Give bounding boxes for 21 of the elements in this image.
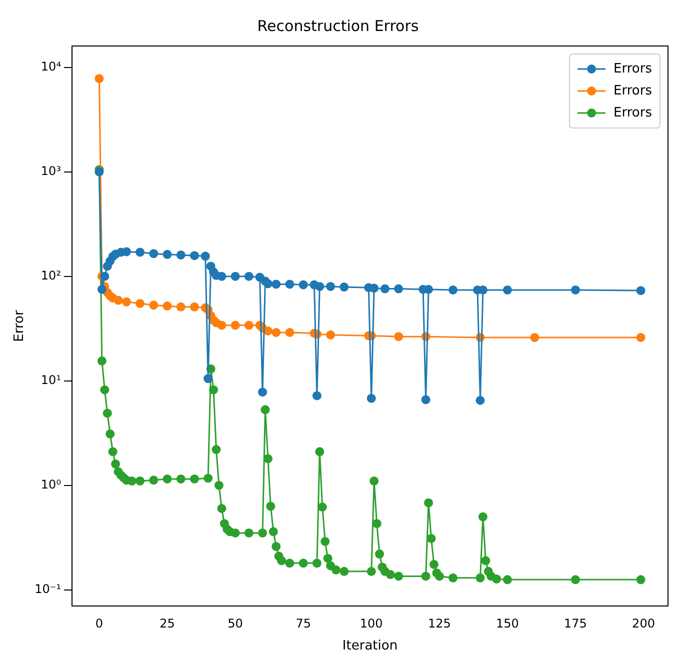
y-tick-label: 10⁻¹ bbox=[34, 582, 62, 596]
x-tick-label: 150 bbox=[496, 616, 519, 630]
y-axis-title: Error bbox=[12, 310, 28, 342]
y-tick-label: 10³ bbox=[40, 164, 62, 178]
x-tick-label: 50 bbox=[228, 616, 243, 630]
chart-title: Reconstruction Errors bbox=[257, 16, 419, 35]
legend-label: Errors bbox=[614, 105, 652, 120]
legend-label: Errors bbox=[614, 83, 652, 98]
y-tick-label: 10⁴ bbox=[40, 59, 62, 74]
x-tick-label: 100 bbox=[360, 616, 383, 630]
x-tick-label: 0 bbox=[95, 616, 104, 630]
y-tick-label: 10² bbox=[40, 268, 62, 282]
x-tick-label: 25 bbox=[160, 616, 175, 630]
x-tick-label: 200 bbox=[632, 616, 655, 630]
x-tick-label: 125 bbox=[428, 616, 451, 630]
x-tick-label: 75 bbox=[296, 616, 311, 630]
x-axis-title: Iteration bbox=[342, 638, 398, 654]
y-tick-label: 10¹ bbox=[40, 372, 62, 387]
x-tick-label: 175 bbox=[564, 616, 587, 630]
legend-label: Errors bbox=[614, 61, 652, 76]
y-tick-label: 10⁰ bbox=[40, 477, 62, 492]
